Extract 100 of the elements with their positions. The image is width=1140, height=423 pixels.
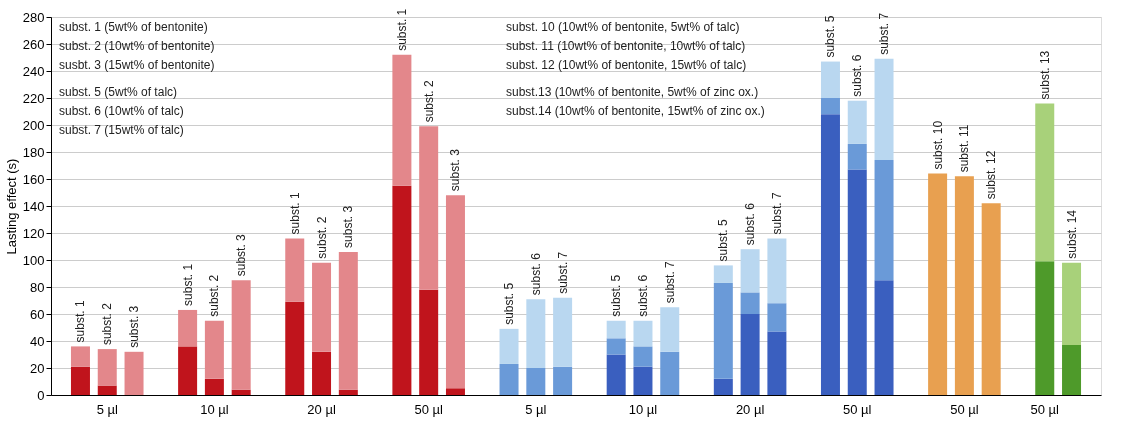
bar — [285, 238, 305, 302]
annotation: subst. 6 (10wt% of talc) — [59, 104, 184, 118]
y-tick-label: 260 — [22, 36, 45, 52]
annotation: subst. 10 (10wt% of bentonite, 5wt% of talc) — [506, 20, 740, 34]
bar — [767, 238, 787, 304]
bar — [633, 320, 653, 347]
x-tick-label: 20 µl — [307, 401, 336, 417]
bar — [767, 303, 787, 332]
y-tick-label: 160 — [22, 171, 45, 187]
annotation: subst. 3 — [234, 233, 249, 277]
annotation: subst. 11 (10wt% of bentonite, 10wt% of talc) — [506, 39, 746, 53]
y-tick-label: 220 — [22, 90, 45, 106]
x-tick-label: 5 µl — [96, 401, 118, 417]
bar — [1062, 345, 1082, 395]
bar — [713, 265, 733, 283]
y-tick-label: 180 — [22, 144, 45, 160]
annotation: subst. 1 — [180, 263, 195, 306]
x-tick-label: 10 µl — [200, 401, 229, 417]
annotation: susbt. 3 (15wt% of bentonite) — [59, 58, 215, 72]
bar — [1035, 103, 1055, 262]
bar — [124, 351, 144, 395]
annotation: subst. 1 — [287, 192, 302, 235]
annotation: subst. 1 — [73, 300, 88, 343]
bar — [231, 389, 251, 395]
annotation: subst. 2 — [100, 302, 115, 346]
bar — [606, 354, 626, 395]
y-tick-label: 200 — [22, 117, 45, 133]
bar — [1062, 262, 1082, 346]
annotation: subst. 7 — [662, 260, 677, 304]
annotation: subst. 2 — [421, 80, 436, 123]
annotation: subst.14 (10wt% of bentonite, 15wt% of zinc ox.) — [506, 104, 765, 118]
bar — [1035, 261, 1055, 395]
bar — [338, 251, 358, 390]
bar — [606, 338, 626, 355]
bar — [847, 143, 867, 170]
bar — [633, 346, 653, 367]
bar — [70, 346, 90, 367]
bar — [338, 389, 358, 395]
x-tick-label: 5 µl — [525, 401, 547, 417]
y-tick-label: 60 — [30, 306, 45, 322]
annotation: subst. 6 — [635, 274, 650, 317]
bar — [820, 61, 840, 98]
annotation: subst. 10 — [930, 120, 945, 170]
annotation: subst. 5 — [502, 282, 517, 325]
y-tick-label: 80 — [30, 279, 45, 295]
bar — [70, 366, 90, 395]
bar — [740, 249, 760, 293]
bar — [847, 169, 867, 395]
y-tick-label: 0 — [37, 387, 45, 403]
bar — [713, 378, 733, 395]
bar — [178, 346, 198, 395]
bar — [928, 173, 948, 395]
bar — [526, 368, 546, 395]
bar — [553, 366, 573, 395]
bar — [874, 58, 894, 161]
y-axis-title: Lasting effect (s) — [3, 158, 19, 255]
bar — [445, 195, 465, 389]
annotation: subst. 3 — [127, 305, 142, 348]
y-tick-label: 20 — [30, 360, 45, 376]
annotation: subst. 2 — [207, 274, 222, 317]
bar — [633, 366, 653, 395]
bar — [312, 351, 332, 395]
bar — [204, 320, 224, 379]
bar — [178, 309, 198, 347]
annotation: subst. 7 — [877, 12, 892, 55]
bar — [445, 388, 465, 395]
annotation: subst. 2 — [314, 216, 329, 259]
annotation: subst. 7 — [555, 251, 570, 294]
annotation: subst. 1 — [394, 8, 409, 51]
y-tick-label: 120 — [22, 225, 45, 241]
annotation: subst. 3 — [341, 205, 356, 248]
bar — [847, 100, 867, 144]
y-tick-label: 280 — [22, 9, 45, 25]
annotation: subst. 1 (5wt% of bentonite) — [59, 20, 208, 34]
bar — [820, 98, 840, 115]
bar — [660, 351, 680, 395]
y-tick-label: 240 — [22, 63, 45, 79]
bar — [419, 289, 439, 395]
bar — [606, 320, 626, 339]
bar — [392, 185, 412, 395]
bar — [874, 280, 894, 395]
y-tick-label: 100 — [22, 252, 45, 268]
annotation: subst. 5 — [823, 15, 838, 58]
annotation: subst. 3 — [448, 148, 463, 192]
x-tick-label: 50 µl — [1030, 401, 1060, 417]
bar — [312, 262, 332, 352]
annotation: subst. 7 (15wt% of talc) — [59, 123, 184, 137]
bar — [981, 203, 1001, 395]
annotation: subst. 5 — [609, 274, 624, 317]
y-tick-label: 140 — [22, 198, 45, 214]
bar — [954, 176, 974, 395]
bar — [97, 349, 117, 386]
annotation: subst. 14 — [1064, 209, 1079, 259]
annotation: subst. 12 — [984, 150, 999, 200]
x-tick-label: 10 µl — [628, 401, 658, 417]
x-tick-label: 20 µl — [735, 401, 765, 417]
annotation: subst. 2 (10wt% of bentonite) — [59, 39, 215, 53]
annotation: subst. 6 — [850, 54, 865, 97]
bar — [820, 114, 840, 395]
annotation: subst. 11 — [957, 124, 972, 173]
